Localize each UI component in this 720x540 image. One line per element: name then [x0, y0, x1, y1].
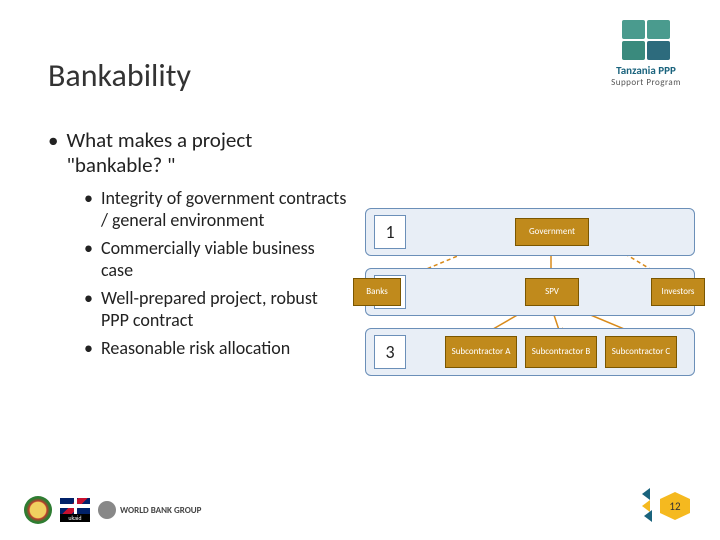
bullet-level1: • What makes a project "bankable? ": [48, 128, 348, 178]
bullet-dot: •: [84, 188, 93, 232]
ppp-structure-diagram: 123GovernmentBanksSPVInvestorsSubcontrac…: [365, 208, 695, 388]
ukaid-label: ukaid: [60, 514, 90, 522]
wbg-text: WORLD BANK GROUP: [120, 505, 201, 516]
content-block: • What makes a project "bankable? " •Int…: [48, 128, 348, 366]
bullet-dot: •: [84, 238, 93, 282]
bullet-dot: •: [84, 338, 93, 360]
page-number: 12: [669, 500, 680, 513]
bullet-text: Well-prepared project, robust PPP contra…: [101, 288, 348, 332]
footer-logos: ukaid WORLD BANK GROUP: [24, 496, 201, 524]
bullet-level2: •Commercially viable business case: [84, 238, 348, 282]
bullet-dot: •: [48, 128, 58, 178]
tanzania-ppp-logo: Tanzania PPP Support Program: [596, 20, 696, 88]
bullet-text: Commercially viable business case: [101, 238, 348, 282]
globe-icon: [98, 501, 116, 519]
sub-bullet-list: •Integrity of government contracts / gen…: [84, 188, 348, 360]
bullet-text: Reasonable risk allocation: [101, 338, 290, 360]
bullet-level2: • Reasonable risk allocation: [84, 338, 348, 360]
tanzania-emblem-icon: [24, 496, 52, 524]
diagram-node: Subcontractor C: [605, 336, 677, 368]
uk-flag-icon: [60, 498, 90, 514]
diagram-node: SPV: [525, 278, 579, 306]
logo-line1: Tanzania PPP: [596, 64, 696, 77]
logo-icon: [622, 20, 670, 60]
page-accent-icon: [642, 488, 658, 522]
diagram-node: Investors: [651, 278, 705, 306]
world-bank-logo: WORLD BANK GROUP: [98, 501, 201, 519]
bullet-dot: •: [84, 288, 93, 332]
diagram-node: Banks: [353, 278, 401, 306]
diagram-node: Government: [515, 218, 589, 246]
diagram-node: Subcontractor A: [445, 336, 517, 368]
slide-title: Bankability: [48, 56, 191, 95]
bullet-text: Integrity of government contracts / gene…: [101, 188, 348, 232]
layer-number: 1: [374, 215, 406, 249]
ukaid-logo: ukaid: [60, 498, 90, 522]
page-number-badge: 12: [660, 492, 690, 520]
layer-number: 3: [374, 335, 406, 369]
diagram-node: Subcontractor B: [525, 336, 597, 368]
bullet-text: What makes a project "bankable? ": [66, 128, 348, 178]
logo-line2: Support Program: [596, 77, 696, 88]
bullet-level2: •Well-prepared project, robust PPP contr…: [84, 288, 348, 332]
bullet-level2: •Integrity of government contracts / gen…: [84, 188, 348, 232]
